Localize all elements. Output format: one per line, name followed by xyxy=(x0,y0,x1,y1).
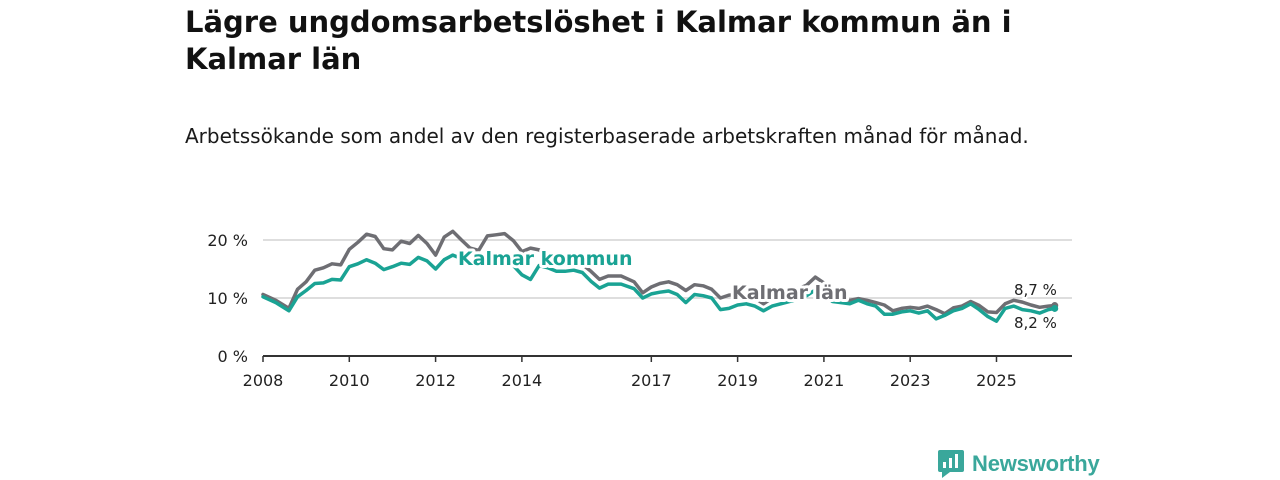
end-label-kalmar-kommun: 8,2 % xyxy=(1014,314,1057,332)
series-label-kalmar-lan: Kalmar län xyxy=(732,282,848,304)
x-tick-label: 2019 xyxy=(717,371,758,390)
x-tick-label: 2025 xyxy=(976,371,1017,390)
end-label-kalmar-lan: 8,7 % xyxy=(1014,281,1057,299)
series-lines xyxy=(261,229,1059,323)
x-tick-label: 2014 xyxy=(502,371,543,390)
x-tick-label: 2021 xyxy=(804,371,845,390)
y-tick-label: 10 % xyxy=(207,289,248,308)
y-tick-label: 20 % xyxy=(207,231,248,250)
series-end-point xyxy=(1051,304,1059,312)
series-line-kalmar-kommun xyxy=(261,253,1057,323)
series-label-kalmar-kommun: Kalmar kommun xyxy=(458,248,633,270)
x-tick-label: 2012 xyxy=(415,371,456,390)
grid-lines xyxy=(263,239,1072,299)
x-tick-label: 2008 xyxy=(243,371,284,390)
x-tick-label: 2010 xyxy=(329,371,370,390)
brand-name: Newsworthy xyxy=(972,451,1100,476)
brand-logo: Newsworthy xyxy=(938,449,1100,479)
chart-title: Lägre ungdomsarbetslöshet i Kalmar kommu… xyxy=(185,5,1012,76)
newsworthy-logo-icon xyxy=(938,450,964,478)
axes: 0 % 10 % 20 % 2008 2010 2012 2014 2017 2019 2021 2… xyxy=(207,231,1072,390)
chart-subtitle: Arbetssökande som andel av den registerb… xyxy=(185,124,1029,148)
y-tick-label: 0 % xyxy=(218,347,248,366)
x-tick-label: 2023 xyxy=(890,371,931,390)
series-labels: Kalmar kommun Kalmar län 8,7 % 8,2 % xyxy=(455,245,1059,334)
x-tick-label: 2017 xyxy=(631,371,672,390)
series-line-kalmar-lan xyxy=(261,229,1057,316)
